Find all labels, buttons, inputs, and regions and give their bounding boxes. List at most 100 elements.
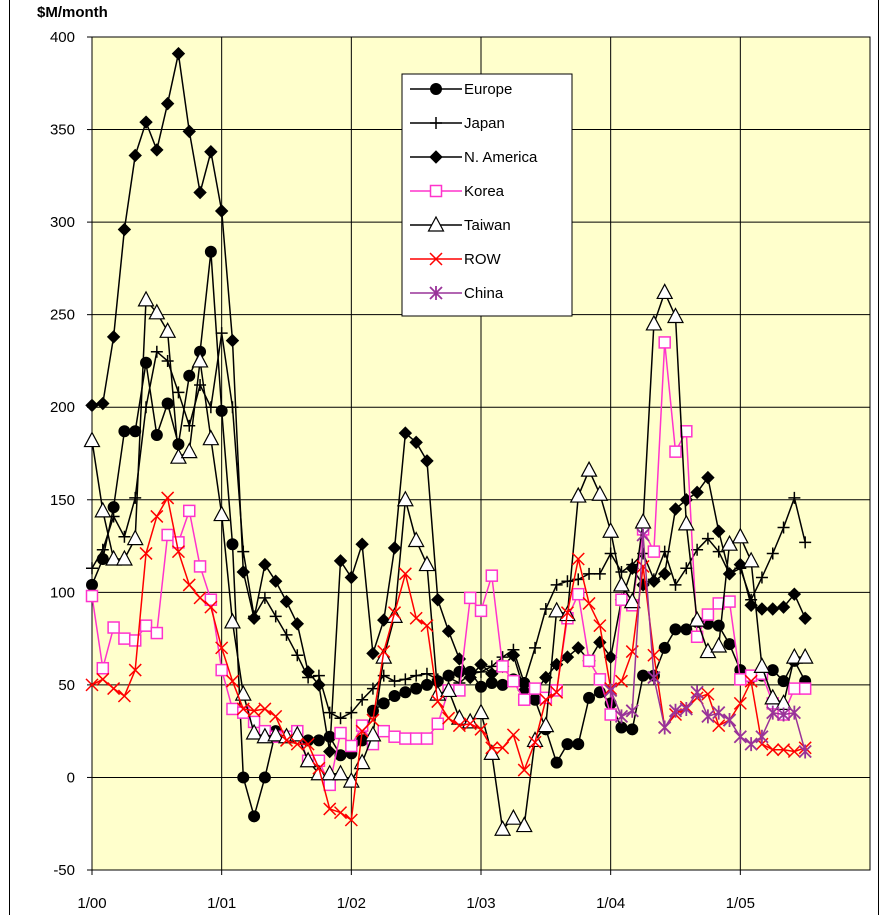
data-point [507, 674, 520, 688]
data-point [799, 536, 812, 549]
data-point [539, 602, 552, 615]
data-point [785, 647, 803, 664]
data-point [115, 549, 133, 566]
data-point [160, 96, 175, 111]
data-point [475, 680, 487, 693]
x-tick-label: 1/05 [726, 895, 755, 912]
data-point [647, 545, 661, 558]
data-point [798, 611, 812, 625]
data-point [258, 557, 272, 572]
legend-item: Japan [410, 115, 505, 132]
data-point [107, 621, 120, 634]
data-point [344, 813, 358, 827]
data-point [366, 682, 379, 695]
data-point [215, 404, 228, 417]
data-point [591, 484, 609, 501]
legend-item: N. America [410, 149, 538, 166]
legend-item: ROW [410, 251, 502, 268]
data-point [118, 425, 131, 438]
data-point [204, 600, 218, 614]
data-point [96, 672, 110, 686]
data-point [409, 732, 423, 745]
legend-label: China [464, 285, 504, 302]
data-point [701, 532, 714, 545]
data-point [658, 720, 672, 735]
data-point [474, 657, 488, 672]
data-point [118, 632, 131, 645]
data-point [258, 771, 271, 784]
data-point [506, 728, 520, 742]
data-point [615, 593, 628, 606]
data-point [744, 737, 758, 752]
legend-item: China [410, 285, 504, 302]
data-point [679, 701, 693, 716]
data-point [572, 738, 585, 751]
data-point [602, 521, 620, 538]
data-point [237, 771, 250, 784]
data-point [161, 354, 174, 367]
data-point [226, 702, 239, 716]
series-china [604, 527, 812, 759]
data-point [290, 617, 305, 631]
data-point [701, 687, 715, 701]
data-point [517, 763, 531, 777]
data-point [504, 808, 522, 825]
series-taiwan [83, 283, 814, 836]
data-point [668, 703, 683, 718]
data-point [712, 719, 726, 733]
data-point [657, 567, 672, 581]
data-point [420, 678, 433, 691]
data-point [226, 401, 239, 414]
data-point [159, 322, 177, 338]
data-point [183, 369, 196, 382]
data-point [583, 567, 596, 580]
data-point [571, 552, 585, 566]
data-point [183, 504, 196, 518]
data-point [712, 619, 725, 632]
data-point [248, 810, 261, 823]
data-point [560, 606, 574, 620]
data-point [245, 723, 263, 740]
data-point [377, 697, 390, 710]
data-point [731, 527, 749, 544]
data-point [755, 602, 769, 616]
data-point [106, 330, 121, 344]
data-point [571, 641, 585, 655]
data-point [150, 626, 164, 640]
data-point [117, 689, 131, 703]
legend-swatch-marker [429, 252, 443, 266]
x-tick-label: 1/03 [466, 895, 495, 912]
data-point [744, 674, 758, 688]
data-point [550, 578, 563, 591]
data-point [528, 735, 542, 749]
data-point [669, 578, 682, 591]
data-point [441, 624, 456, 638]
data-point [666, 307, 685, 324]
data-point [269, 709, 283, 723]
data-point [128, 148, 142, 163]
data-point [656, 283, 674, 300]
data-point [450, 708, 468, 725]
data-point [140, 356, 153, 369]
data-point [528, 682, 542, 695]
data-point [398, 426, 413, 440]
data-point [766, 547, 779, 560]
data-point [83, 431, 101, 448]
data-point [420, 667, 433, 680]
data-point [776, 707, 791, 722]
data-point [355, 537, 369, 551]
data-point [712, 524, 726, 538]
data-point [766, 705, 780, 720]
data-point [301, 665, 315, 679]
data-point [171, 46, 186, 61]
data-point [755, 571, 768, 584]
data-point [182, 578, 196, 592]
data-point [668, 502, 683, 516]
data-point [172, 386, 185, 399]
data-point [332, 764, 350, 781]
data-point [420, 454, 434, 468]
data-point [396, 490, 414, 507]
data-point [94, 501, 112, 518]
data-point [204, 245, 217, 258]
